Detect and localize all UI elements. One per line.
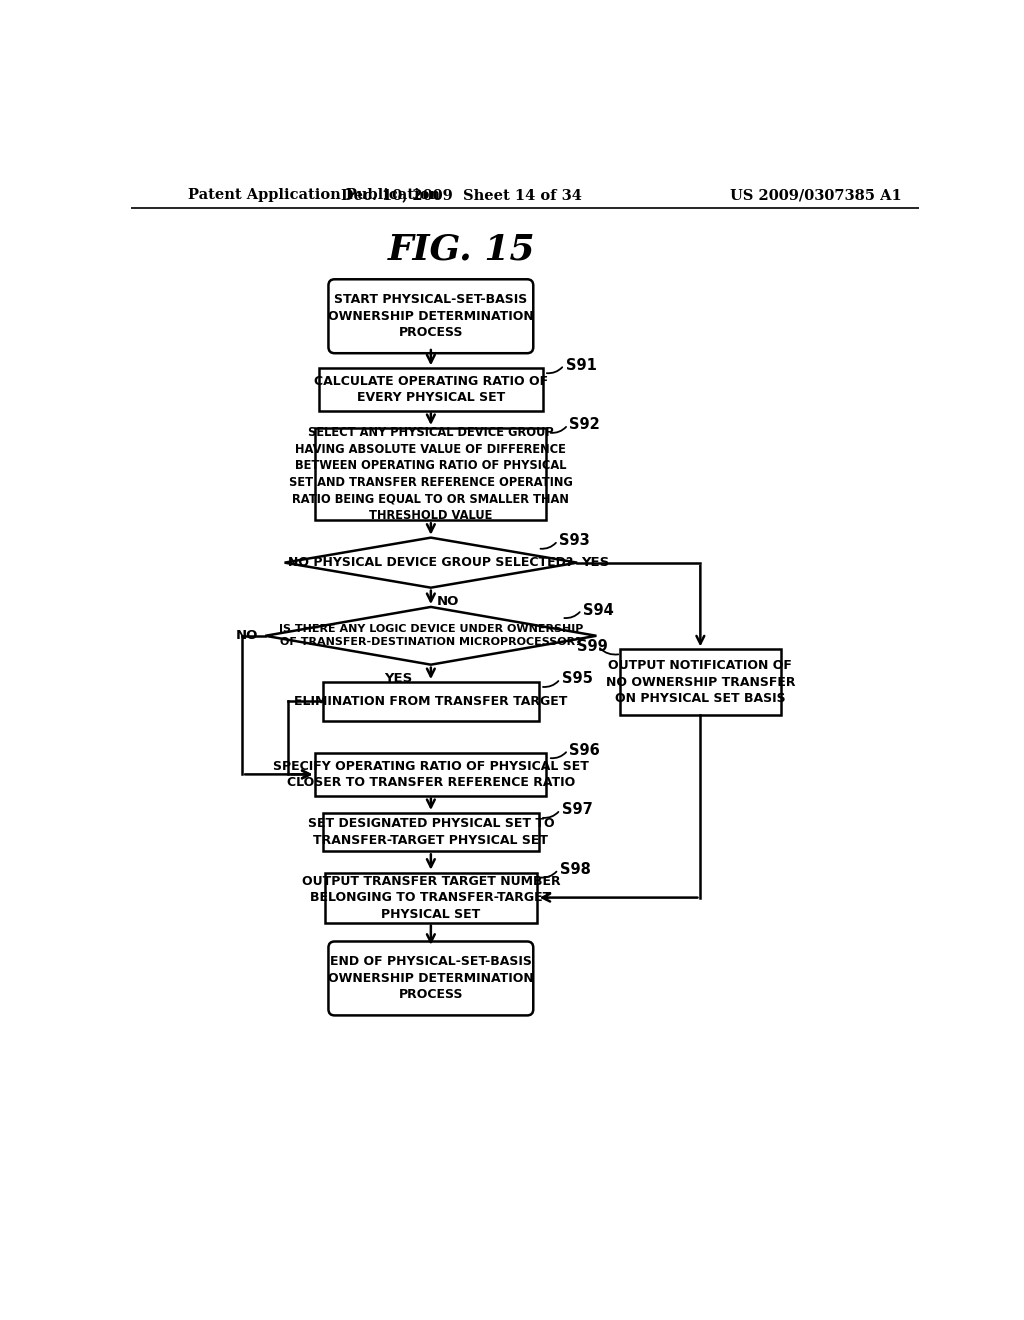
Bar bbox=[319, 368, 543, 411]
Text: START PHYSICAL-SET-BASIS
OWNERSHIP DETERMINATION
PROCESS: START PHYSICAL-SET-BASIS OWNERSHIP DETER… bbox=[328, 293, 534, 339]
Text: NO PHYSICAL DEVICE GROUP SELECTED?: NO PHYSICAL DEVICE GROUP SELECTED? bbox=[288, 556, 573, 569]
Text: S99: S99 bbox=[578, 639, 608, 653]
Text: S93: S93 bbox=[559, 533, 590, 548]
Text: OUTPUT TRANSFER TARGET NUMBER
BELONGING TO TRANSFER-TARGET
PHYSICAL SET: OUTPUT TRANSFER TARGET NUMBER BELONGING … bbox=[301, 875, 560, 920]
Bar bbox=[315, 428, 547, 520]
FancyBboxPatch shape bbox=[329, 941, 534, 1015]
Text: IS THERE ANY LOGIC DEVICE UNDER OWNERSHIP
OF TRANSFER-DESTINATION MICROPROCESSOR: IS THERE ANY LOGIC DEVICE UNDER OWNERSHI… bbox=[279, 624, 583, 647]
Text: CALCULATE OPERATING RATIO OF
EVERY PHYSICAL SET: CALCULATE OPERATING RATIO OF EVERY PHYSI… bbox=[313, 375, 548, 404]
Text: NO: NO bbox=[237, 630, 258, 643]
Polygon shape bbox=[285, 537, 578, 587]
Text: Dec. 10, 2009  Sheet 14 of 34: Dec. 10, 2009 Sheet 14 of 34 bbox=[341, 189, 582, 202]
Text: FIG. 15: FIG. 15 bbox=[388, 232, 536, 267]
Text: YES: YES bbox=[385, 672, 413, 685]
Text: YES: YES bbox=[581, 556, 609, 569]
Text: SPECIFY OPERATING RATIO OF PHYSICAL SET
CLOSER TO TRANSFER REFERENCE RATIO: SPECIFY OPERATING RATIO OF PHYSICAL SET … bbox=[273, 759, 589, 789]
Text: SET DESIGNATED PHYSICAL SET TO
TRANSFER-TARGET PHYSICAL SET: SET DESIGNATED PHYSICAL SET TO TRANSFER-… bbox=[307, 817, 554, 847]
Text: SELECT ANY PHYSICAL DEVICE GROUP
HAVING ABSOLUTE VALUE OF DIFFERENCE
BETWEEN OPE: SELECT ANY PHYSICAL DEVICE GROUP HAVING … bbox=[289, 426, 572, 521]
Text: S91: S91 bbox=[565, 358, 597, 372]
Text: Patent Application Publication: Patent Application Publication bbox=[188, 189, 440, 202]
Text: US 2009/0307385 A1: US 2009/0307385 A1 bbox=[730, 189, 902, 202]
Bar bbox=[323, 682, 539, 721]
Text: S94: S94 bbox=[583, 602, 613, 618]
Bar bbox=[325, 873, 537, 923]
Bar bbox=[315, 754, 547, 796]
Text: OUTPUT NOTIFICATION OF
NO OWNERSHIP TRANSFER
ON PHYSICAL SET BASIS: OUTPUT NOTIFICATION OF NO OWNERSHIP TRAN… bbox=[605, 659, 795, 705]
Text: S98: S98 bbox=[560, 862, 591, 876]
Bar bbox=[323, 813, 539, 851]
Text: S92: S92 bbox=[569, 417, 600, 433]
FancyBboxPatch shape bbox=[329, 280, 534, 354]
Bar bbox=[620, 649, 781, 714]
Polygon shape bbox=[265, 607, 596, 665]
Text: S95: S95 bbox=[562, 672, 593, 686]
Text: END OF PHYSICAL-SET-BASIS
OWNERSHIP DETERMINATION
PROCESS: END OF PHYSICAL-SET-BASIS OWNERSHIP DETE… bbox=[328, 956, 534, 1002]
Text: ELIMINATION FROM TRANSFER TARGET: ELIMINATION FROM TRANSFER TARGET bbox=[294, 694, 567, 708]
Text: S97: S97 bbox=[562, 803, 593, 817]
Text: NO: NO bbox=[437, 595, 460, 609]
Text: S96: S96 bbox=[569, 743, 600, 758]
